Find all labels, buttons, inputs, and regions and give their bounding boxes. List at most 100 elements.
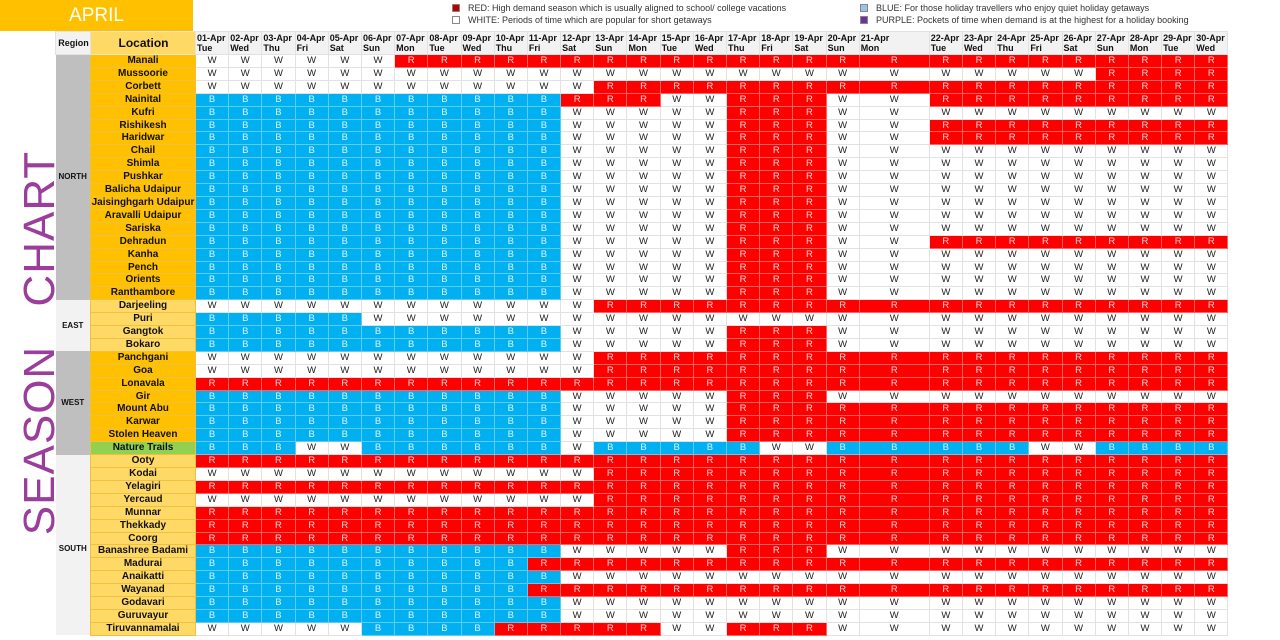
season-cell: W xyxy=(659,118,694,133)
season-cell: W xyxy=(493,66,528,81)
season-cell: W xyxy=(493,312,528,327)
season-cell: W xyxy=(194,79,230,94)
season-cell: B xyxy=(228,195,263,210)
season-cell: R xyxy=(995,492,1030,507)
season-cell: W xyxy=(792,312,827,327)
season-cell: W xyxy=(1127,221,1163,236)
season-cell: W xyxy=(692,247,728,262)
season-cell: R xyxy=(692,531,728,546)
season-cell: R xyxy=(1194,454,1229,468)
season-cell: W xyxy=(228,492,263,507)
season-cell: W xyxy=(593,260,628,275)
season-cell: B xyxy=(427,170,462,185)
season-cell: R xyxy=(961,118,997,133)
season-cell: B xyxy=(294,118,329,133)
season-cell: R xyxy=(961,467,997,481)
season-cell: W xyxy=(460,79,495,94)
day-date: 14-Apr xyxy=(628,33,657,43)
season-cell: B xyxy=(427,415,462,430)
season-cell: R xyxy=(961,376,997,391)
season-cell: R xyxy=(825,54,860,68)
season-cell: W xyxy=(692,621,728,636)
season-cell: R xyxy=(1161,454,1196,468)
season-cell: W xyxy=(825,260,860,275)
season-cell: W xyxy=(792,441,827,456)
day-header: 01-Apr Tue xyxy=(194,31,230,55)
season-cell: R xyxy=(858,492,930,507)
season-cell: B xyxy=(194,195,230,210)
season-cell: R xyxy=(928,54,963,68)
season-cell: B xyxy=(460,596,495,610)
season-cell: B xyxy=(360,183,396,197)
season-cell: R xyxy=(560,557,595,572)
table-row: Gir B B B B B B B B B B B W W W W W R R R W W W W W W W W W W W xyxy=(56,389,1229,404)
season-cell: W xyxy=(560,234,595,249)
season-cell: B xyxy=(460,208,495,223)
season-cell: R xyxy=(1127,66,1163,81)
season-cell: R xyxy=(759,234,794,249)
season-cell: R xyxy=(858,363,930,378)
season-cell: R xyxy=(626,79,661,94)
season-cell: W xyxy=(692,325,728,339)
season-cell: W xyxy=(1094,183,1129,197)
season-cell: B xyxy=(294,402,329,417)
season-cell: R xyxy=(659,531,694,546)
season-cell: W xyxy=(1094,325,1129,339)
season-cell: R xyxy=(792,544,827,559)
season-cell: W xyxy=(825,273,860,288)
season-cell: W xyxy=(560,596,595,610)
season-cell: R xyxy=(1161,492,1196,507)
season-cell: W xyxy=(995,570,1030,585)
season-cell: B xyxy=(493,441,528,456)
table-row: Guruvayur B B B B B B B B B B B W W W W W W W W W W W W W W W W W W W xyxy=(56,608,1229,623)
season-cell: R xyxy=(228,479,263,494)
day-weekday: Wed xyxy=(230,43,250,53)
season-cell: W xyxy=(493,350,528,365)
season-cell: R xyxy=(995,363,1030,378)
season-cell: R xyxy=(194,505,230,520)
day-date: 28-Apr xyxy=(1129,33,1159,43)
season-cell: B xyxy=(228,337,263,352)
season-cell: W xyxy=(858,221,930,236)
season-cell: R xyxy=(593,54,628,68)
season-cell: R xyxy=(1127,518,1163,533)
season-cell: R xyxy=(692,479,728,494)
day-date: 15-Apr xyxy=(661,33,691,43)
season-cell: R xyxy=(427,376,462,391)
season-cell: W xyxy=(961,389,997,404)
location-name: Jaisinghgarh Udaipur xyxy=(90,195,196,210)
season-cell: R xyxy=(1094,583,1129,598)
season-cell: W xyxy=(961,312,997,327)
season-cell: W xyxy=(427,492,462,507)
season-cell: W xyxy=(1127,621,1163,636)
season-cell: B xyxy=(427,570,462,585)
table-row: Nainital B B B B B B B B B B B R R R W W R R R W W R R R R R R R R R xyxy=(56,92,1229,107)
season-cell: B xyxy=(526,441,562,456)
season-cell: W xyxy=(825,570,860,585)
day-date: 10-Apr xyxy=(495,33,525,43)
season-cell: W xyxy=(1061,170,1096,185)
season-cell: R xyxy=(1094,492,1129,507)
season-cell: W xyxy=(1194,144,1229,159)
season-cell: R xyxy=(759,389,794,404)
season-cell: W xyxy=(1094,312,1129,327)
season-cell: B xyxy=(526,118,562,133)
season-cell: W xyxy=(928,170,963,185)
season-cell: B xyxy=(261,608,296,623)
season-cell: W xyxy=(659,170,694,185)
season-cell: W xyxy=(394,79,429,94)
season-cell: W xyxy=(659,234,694,249)
season-cell: W xyxy=(825,389,860,404)
season-cell: W xyxy=(759,570,794,585)
season-cell: B xyxy=(394,337,429,352)
season-cell: W xyxy=(1061,312,1096,327)
season-cell: B xyxy=(394,415,429,430)
season-cell: W xyxy=(961,183,997,197)
season-cell: W xyxy=(360,467,396,481)
season-cell: B xyxy=(228,312,263,327)
season-cell: R xyxy=(593,621,628,636)
season-cell: R xyxy=(659,583,694,598)
season-cell: R xyxy=(792,531,827,546)
season-cell: W xyxy=(995,66,1030,81)
season-cell: W xyxy=(1094,570,1129,585)
